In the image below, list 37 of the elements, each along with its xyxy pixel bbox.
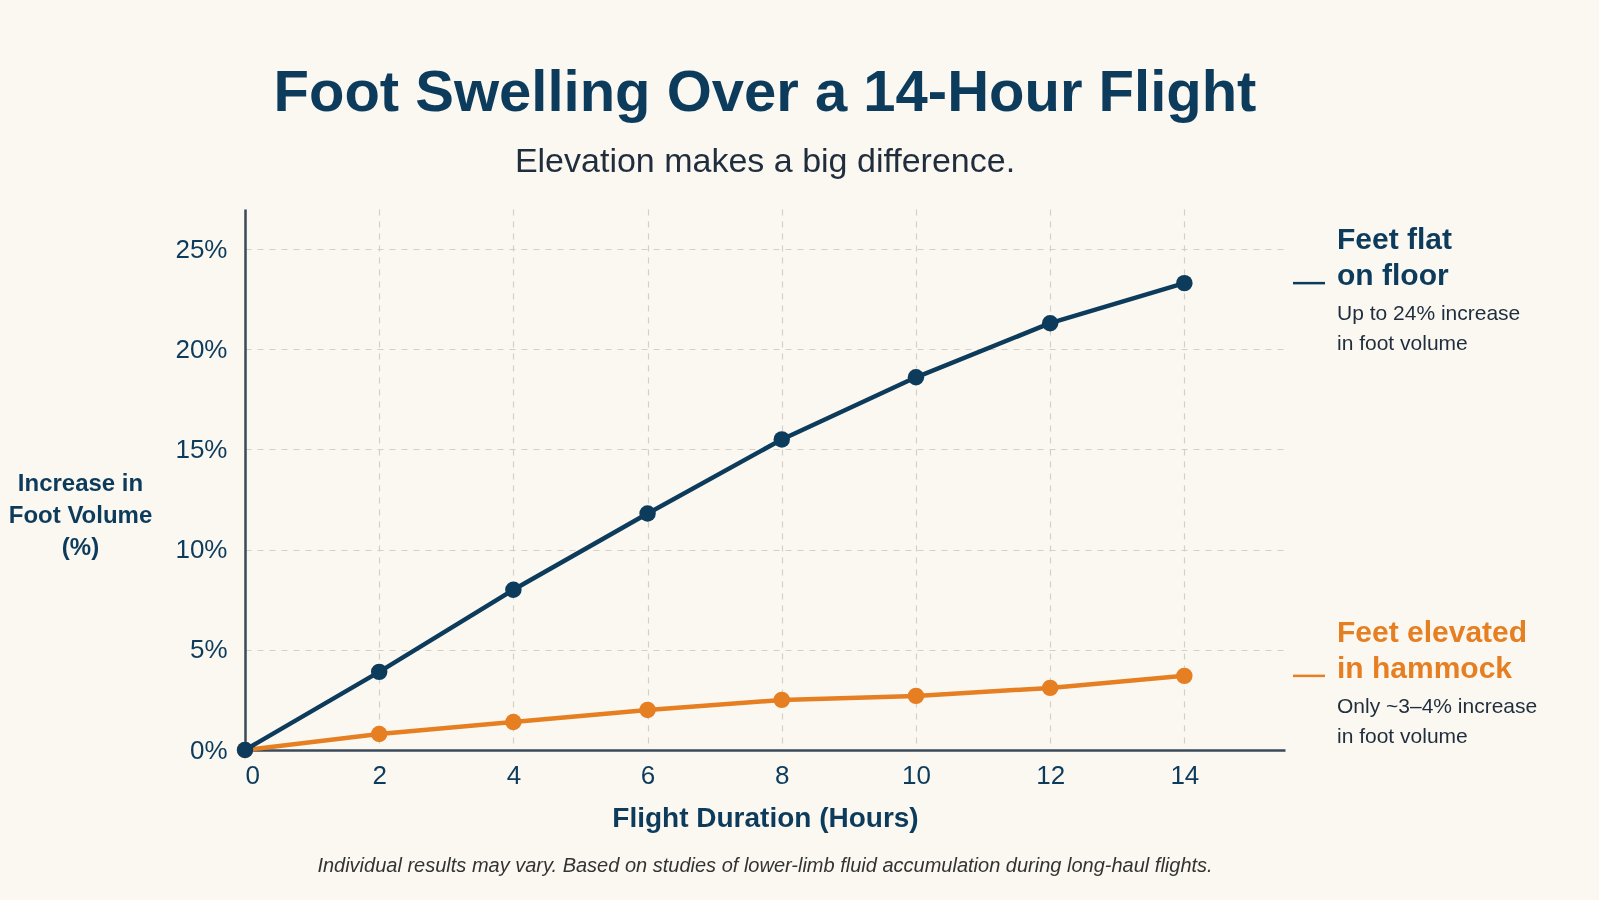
point [370, 663, 388, 681]
point [1176, 274, 1193, 292]
point [1041, 315, 1059, 332]
point [907, 369, 925, 386]
chart-title: Foot Swelling Over a 14-Hour Flight [273, 58, 1257, 123]
point [773, 431, 790, 448]
point [639, 505, 656, 522]
x-tick-label: 12 [1036, 759, 1066, 790]
y-axis-title: Increase in Foot Volume (%) [8, 468, 153, 560]
text: Feet flat on floor [1337, 222, 1453, 292]
y-tick-label: 15% [175, 433, 228, 464]
y-tick-label: 20% [175, 333, 228, 364]
x-tick-label: 0 [245, 759, 260, 790]
x-tick-label: 10 [902, 759, 931, 790]
text: Individual results may vary. Based on studies of lower-limb fluid accumulation during long-haul flights. [317, 854, 1213, 876]
y-tick-label: 10% [175, 534, 228, 565]
y-tick-label: 25% [175, 233, 228, 264]
point [907, 687, 925, 705]
point [1041, 679, 1059, 697]
text: Feet elevated in hammock [1337, 614, 1528, 684]
x-tick-label: 14 [1170, 759, 1200, 790]
y-tick-label: 0% [189, 734, 228, 765]
x-tick-label: 4 [506, 759, 522, 790]
x-tick-label: 6 [640, 759, 656, 790]
x-tick-label: 8 [775, 759, 790, 790]
point [773, 691, 790, 709]
point [370, 725, 388, 743]
x-axis-title: Flight Duration (Hours) [612, 801, 919, 833]
point [639, 701, 656, 719]
point [505, 581, 522, 598]
point [505, 713, 522, 731]
x-tick-label: 2 [372, 759, 387, 790]
text: Up to 24% increase in foot volume [1337, 301, 1521, 355]
point [1176, 667, 1193, 685]
chart-subtitle: Elevation makes a big difference. [514, 141, 1016, 179]
text: Only ~3–4% increase in foot volume [1337, 693, 1538, 747]
y-tick-label: 5% [189, 634, 228, 665]
